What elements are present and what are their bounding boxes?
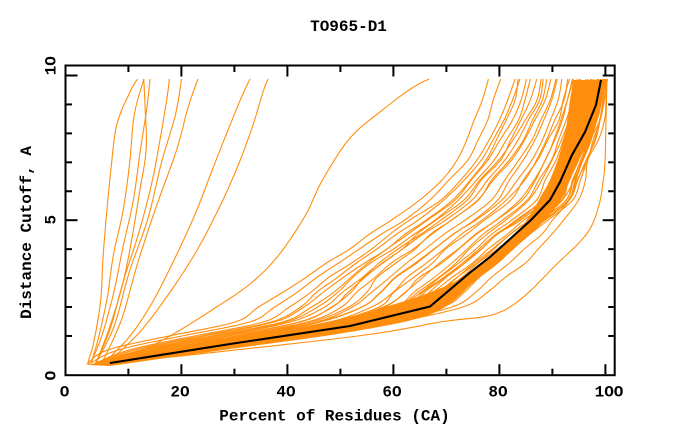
svg-text:6O: 6O	[382, 383, 402, 401]
svg-text:4O: 4O	[276, 383, 296, 401]
svg-text:Distance Cutoff, A: Distance Cutoff, A	[18, 146, 36, 319]
svg-text:1OO: 1OO	[595, 383, 624, 401]
svg-text:5: 5	[43, 215, 61, 225]
svg-text:8O: 8O	[488, 383, 508, 401]
svg-text:Percent of Residues (CA): Percent of Residues (CA)	[219, 407, 449, 425]
svg-text:O: O	[60, 383, 70, 401]
svg-text:2O: 2O	[170, 383, 190, 401]
svg-text:O: O	[43, 370, 61, 380]
svg-text:TO965-D1: TO965-D1	[310, 18, 387, 36]
svg-text:1O: 1O	[43, 56, 61, 76]
